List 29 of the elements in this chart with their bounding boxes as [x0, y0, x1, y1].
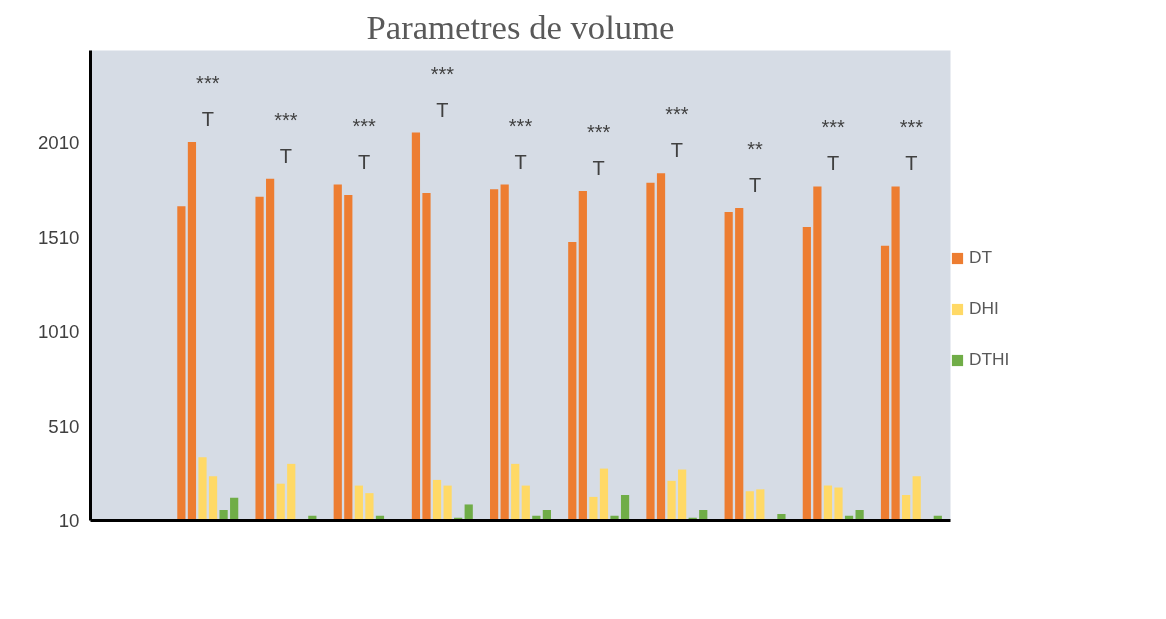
annotation: ***	[821, 116, 846, 139]
annotation: ***	[508, 114, 533, 137]
y-tick-label: 2010	[38, 132, 80, 154]
annotation: ***	[352, 114, 377, 137]
legend-label: DTHI	[969, 349, 1010, 370]
annotation: T	[436, 98, 449, 121]
legend-label: DHI	[969, 298, 999, 319]
y-tick-label: 1010	[38, 321, 80, 343]
y-tick-label: 1510	[38, 226, 80, 248]
annotation: T	[201, 108, 214, 131]
chart-title: Parametres de volume	[366, 7, 675, 46]
annotation: ***	[665, 103, 689, 126]
annotation: T	[670, 139, 683, 162]
annotation: T	[592, 157, 605, 180]
annotation: T	[358, 150, 371, 173]
annotation: ***	[430, 62, 455, 85]
annotation: ***	[196, 72, 220, 95]
annotation: T	[748, 174, 762, 197]
legend-label: DT	[969, 247, 993, 268]
annotation: ***	[274, 108, 298, 131]
annotation: T	[279, 144, 293, 167]
annotation: ***	[587, 121, 611, 144]
annotation: T	[827, 152, 840, 175]
annotation: **	[747, 138, 764, 161]
annotation: ***	[899, 116, 924, 139]
y-tick-label: 10	[58, 510, 80, 531]
annotation: T	[514, 150, 527, 173]
annotation: T	[905, 152, 918, 175]
y-tick-label: 510	[48, 415, 80, 437]
